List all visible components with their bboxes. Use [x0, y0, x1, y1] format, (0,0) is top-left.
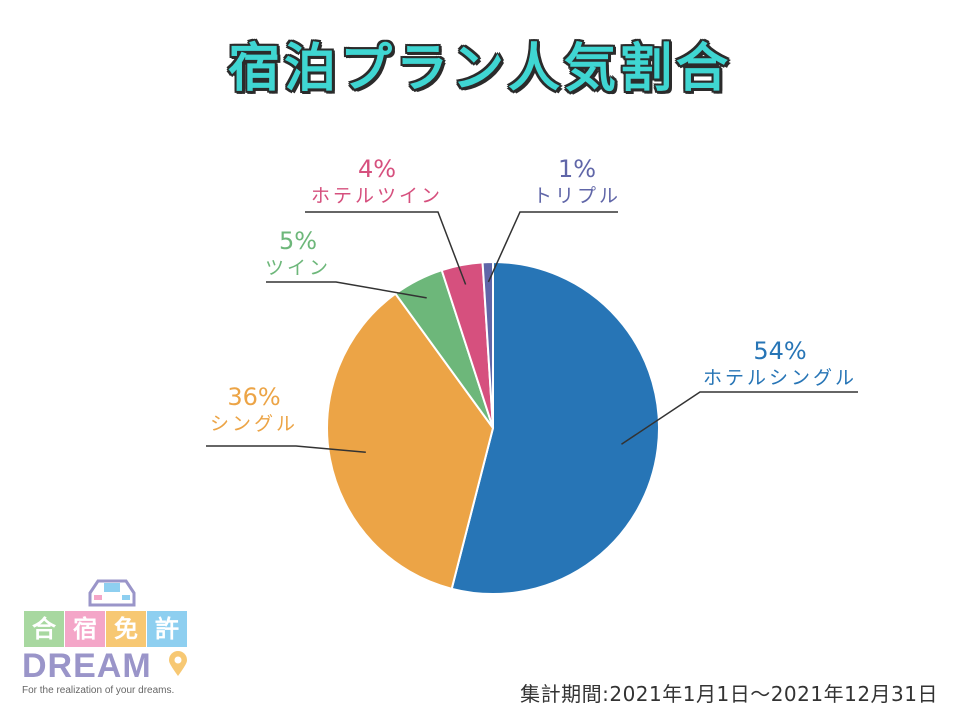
pie-slice-1	[326, 292, 495, 591]
label-hotel-single-pct: 54%	[753, 337, 807, 365]
label-triple-name: トリプル	[532, 185, 621, 208]
label-single: 36% シングル	[204, 384, 304, 435]
logo-kanji: 合 宿 免 許	[24, 611, 188, 647]
pie-slice-0	[450, 260, 660, 595]
label-hotel-twin-pct: 4%	[357, 155, 397, 183]
label-twin: 5% ツイン	[258, 228, 338, 279]
leader-line-0	[621, 391, 858, 445]
leader-line-4	[487, 211, 618, 283]
label-hotel-single: 54% ホテルシングル	[700, 338, 860, 389]
leader-line-1	[206, 445, 366, 454]
logo-tagline: For the realization of your dreams.	[22, 685, 175, 696]
logo-kanji-1: 宿	[65, 611, 105, 647]
leader-line-2	[266, 281, 427, 299]
label-single-name: シングル	[209, 413, 298, 436]
aggregation-period: 集計期間:2021年1月1日～2021年12月31日	[520, 682, 938, 706]
logo-brand: DREAM	[22, 647, 152, 685]
leader-line-3	[305, 211, 467, 285]
label-triple: 1% トリプル	[522, 156, 632, 207]
chart-title: 宿泊プラン人気割合	[227, 39, 732, 99]
logo-kanji-0: 合	[24, 611, 64, 647]
label-single-pct: 36%	[227, 383, 281, 411]
logo-kanji-3: 許	[147, 611, 187, 647]
label-twin-name: ツイン	[264, 257, 331, 280]
label-twin-pct: 5%	[278, 227, 318, 255]
label-hotel-single-name: ホテルシングル	[702, 367, 857, 390]
pie-slice-4	[481, 260, 494, 429]
label-hotel-twin: 4% ホテルツイン	[302, 156, 452, 207]
label-hotel-twin-name: ホテルツイン	[310, 185, 443, 208]
car-icon	[88, 579, 136, 607]
label-triple-pct: 1%	[557, 155, 597, 183]
logo: 合 宿 免 許 DREAM For the realization of you…	[18, 575, 218, 705]
map-pin-icon	[169, 651, 187, 676]
logo-kanji-2: 免	[106, 611, 146, 647]
